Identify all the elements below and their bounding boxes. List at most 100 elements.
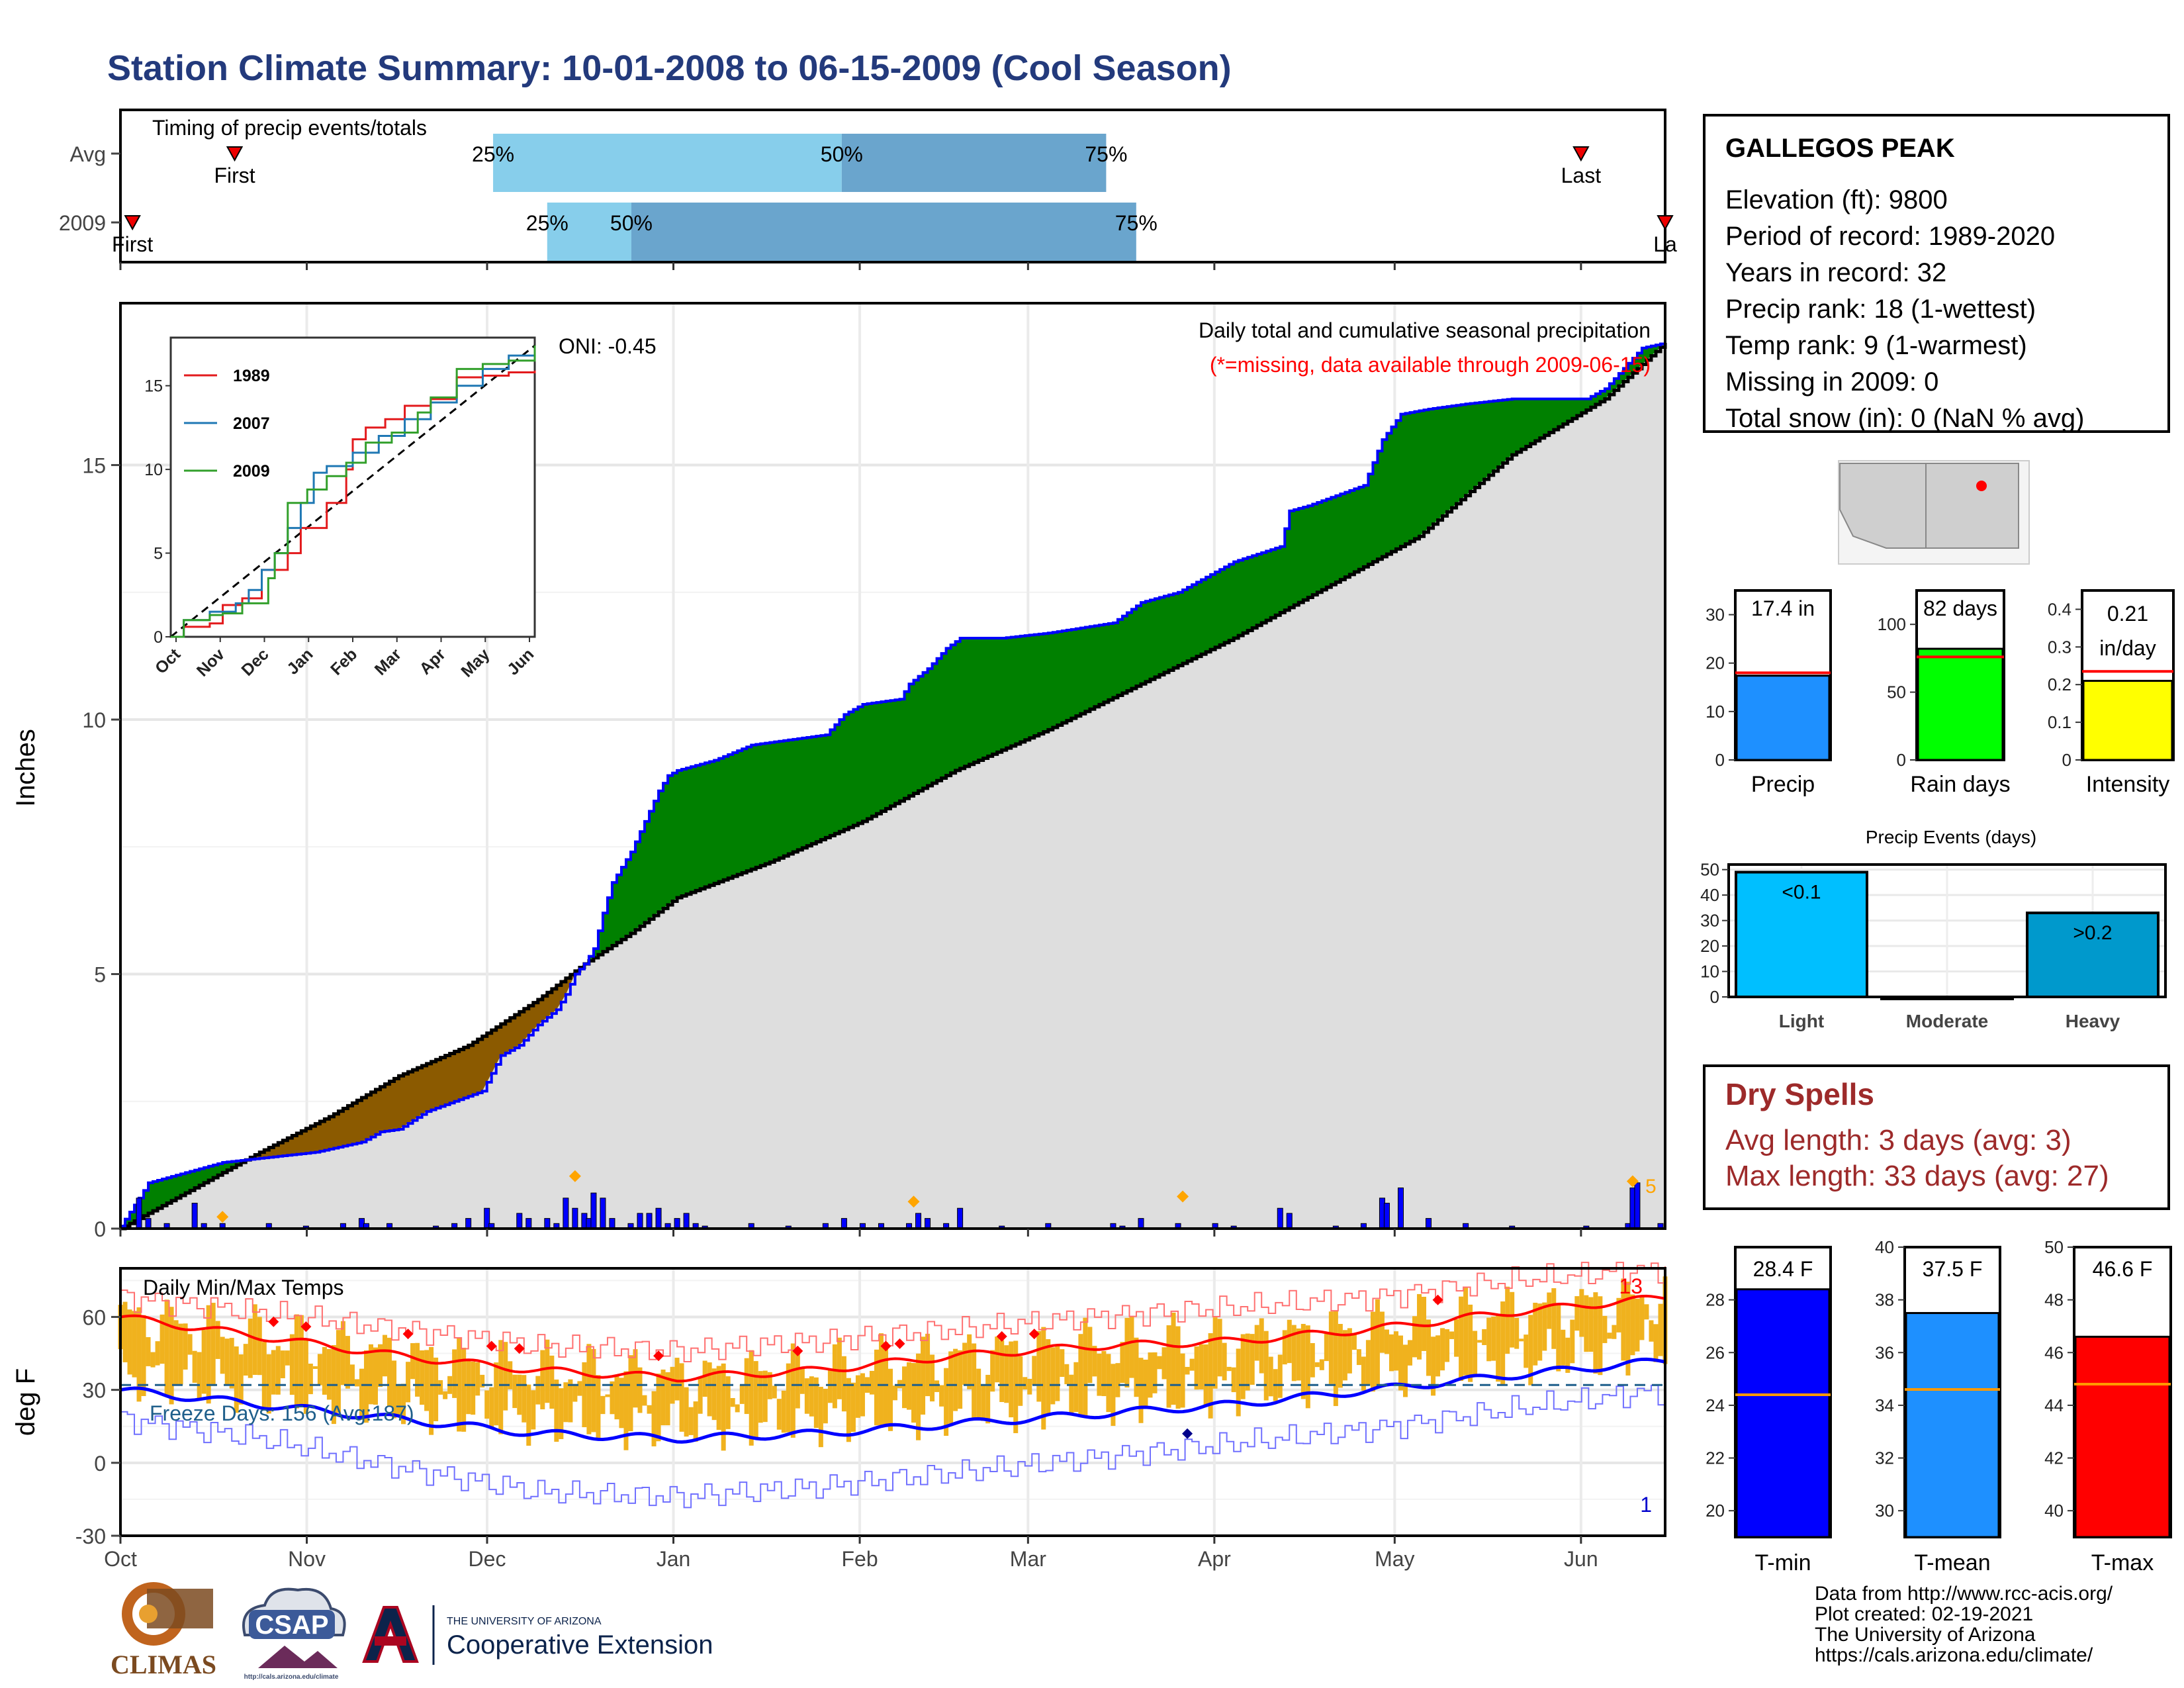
precip-events-ytick-label: 40 <box>1700 885 1719 905</box>
inset-frame <box>169 336 536 638</box>
daily-temp-bar <box>1593 1292 1598 1374</box>
daily-temp-bar <box>841 1356 846 1412</box>
daily-temp-bar <box>1152 1352 1158 1393</box>
daily-temp-bar <box>633 1349 638 1408</box>
daily-temp-bar <box>1463 1287 1469 1376</box>
last-label: Last <box>1561 164 1602 187</box>
daily-temp-bar <box>1459 1296 1464 1382</box>
precip-note: (*=missing, data available through 2009-… <box>1210 353 1651 377</box>
daily-temp-bar <box>656 1374 661 1442</box>
daily-temp-bar <box>215 1321 220 1359</box>
daily-temp-bar <box>1607 1333 1612 1339</box>
daily-temp-bar <box>1510 1291 1515 1348</box>
ua-logo-top: THE UNIVERSITY OF ARIZONA <box>447 1616 602 1627</box>
daily-temp-bar <box>582 1362 587 1428</box>
daily-temp-bar <box>187 1334 193 1355</box>
daily-temp-bar <box>1584 1295 1589 1352</box>
daily-temp-bar <box>596 1375 601 1440</box>
daily-temp-bar <box>452 1349 457 1398</box>
daily-temp-bar <box>795 1348 800 1409</box>
daily-temp-bar <box>846 1378 851 1442</box>
daily-temp-bar <box>642 1395 647 1406</box>
temp-summary-0-ytick-label: 26 <box>1706 1342 1725 1362</box>
daily-temp-bar <box>1300 1323 1306 1399</box>
daily-temp-bar <box>1032 1356 1037 1385</box>
daily-temp-bar <box>1473 1331 1478 1375</box>
daily-temp-bar <box>1097 1353 1102 1396</box>
precip-events-xlabel: Light <box>1779 1011 1824 1031</box>
daily-temp-bar <box>1087 1327 1093 1383</box>
temp-summary-2-label: T-max <box>2091 1550 2154 1575</box>
temps-month-label: Mar <box>1010 1547 1046 1571</box>
station-snow: Total snow (in): 0 (NaN % avg) <box>1725 404 2085 433</box>
daily-temp-bar <box>1435 1335 1441 1377</box>
daily-temp-bar <box>1208 1333 1213 1419</box>
record-high-marker <box>300 1321 312 1333</box>
daily-temp-bar <box>1324 1334 1329 1362</box>
daily-temp-bar <box>466 1360 471 1415</box>
daily-temp-bar <box>850 1382 856 1432</box>
temps-frame <box>119 1267 1666 1537</box>
daily-temp-bar <box>619 1378 624 1429</box>
daily-temp-bar <box>345 1336 350 1389</box>
daily-temp-bar <box>1314 1362 1320 1368</box>
daily-temp-bar <box>1514 1317 1520 1349</box>
timing-bar-early <box>547 203 631 261</box>
footer-credits: Data from http://www.rcc-acis.org/ Plot … <box>1815 1583 2113 1666</box>
daily-temp-bar <box>289 1334 295 1395</box>
daily-temp-bar <box>1073 1362 1079 1413</box>
ua-logo: THE UNIVERSITY OF ARIZONA Cooperative Ex… <box>362 1605 713 1665</box>
daily-temp-bar <box>572 1383 578 1402</box>
daily-temp-bar <box>1291 1325 1297 1382</box>
daily-temp-bar <box>781 1390 786 1433</box>
daily-temp-bar <box>285 1350 290 1366</box>
daily-temp-bar <box>1231 1367 1236 1393</box>
new-mexico-shape <box>1925 463 2019 549</box>
daily-temp-bar <box>939 1385 944 1407</box>
timing-title: Timing of precip events/totals <box>152 116 427 140</box>
daily-temp-bar <box>1203 1344 1208 1407</box>
daily-temp-bar <box>1055 1346 1060 1401</box>
daily-temp-bar <box>383 1335 388 1377</box>
precip-events-ytick-label: 30 <box>1700 911 1719 931</box>
daily-temp-bar <box>531 1390 536 1430</box>
inset-legend-label: 2009 <box>233 462 270 481</box>
record-high-count: 13 <box>1619 1274 1643 1298</box>
station-years: Years in record: 32 <box>1725 258 1947 287</box>
record-high-marker <box>1028 1329 1040 1340</box>
daily-temp-bar <box>1161 1347 1167 1380</box>
daily-temp-bar <box>684 1387 689 1437</box>
intensity-value-label: 0.21 <box>2107 602 2148 626</box>
temp-summary-1-bar <box>1905 1312 2000 1538</box>
daily-temp-bar <box>1138 1358 1144 1423</box>
precip-summary-2-label: Intensity <box>2086 772 2170 797</box>
daily-temp-bar <box>363 1350 369 1423</box>
daily-temp-bar <box>1500 1301 1506 1386</box>
daily-temp-bar <box>554 1380 559 1442</box>
daily-temp-bar <box>711 1368 717 1421</box>
climas-logo: CLIMAS <box>111 1582 216 1678</box>
record-low-count: 1 <box>1640 1493 1652 1517</box>
daily-temp-bar <box>1440 1328 1445 1371</box>
daily-temp-bar <box>261 1342 267 1409</box>
temps-ylabel: deg F <box>11 1368 40 1436</box>
precip-ytick-label: 15 <box>82 454 106 478</box>
precip-summary-2-ytick-label: 0.3 <box>2048 637 2071 657</box>
heavy-event-marker <box>569 1170 581 1182</box>
temp-summary-1-ytick-label: 34 <box>1875 1395 1894 1415</box>
daily-temp-bar <box>480 1374 485 1388</box>
avg-max-line <box>120 1294 1666 1383</box>
daily-temp-bar <box>698 1377 703 1414</box>
station-location-marker <box>1976 481 1987 491</box>
daily-temp-bar <box>1064 1364 1069 1385</box>
daily-temp-bar <box>1111 1364 1116 1427</box>
first-label: First <box>112 232 153 256</box>
temps-month-label: Feb <box>841 1547 878 1571</box>
first-marker <box>124 215 141 231</box>
station-name: GALLEGOS PEAK <box>1725 134 1955 163</box>
temp-summary-value-label: 28.4 F <box>1753 1257 1813 1281</box>
daily-temp-bar <box>526 1384 531 1446</box>
daily-temp-bar <box>1431 1336 1436 1396</box>
precip-events-xlabel: Moderate <box>1906 1011 1988 1031</box>
daily-temp-bar <box>855 1375 860 1418</box>
